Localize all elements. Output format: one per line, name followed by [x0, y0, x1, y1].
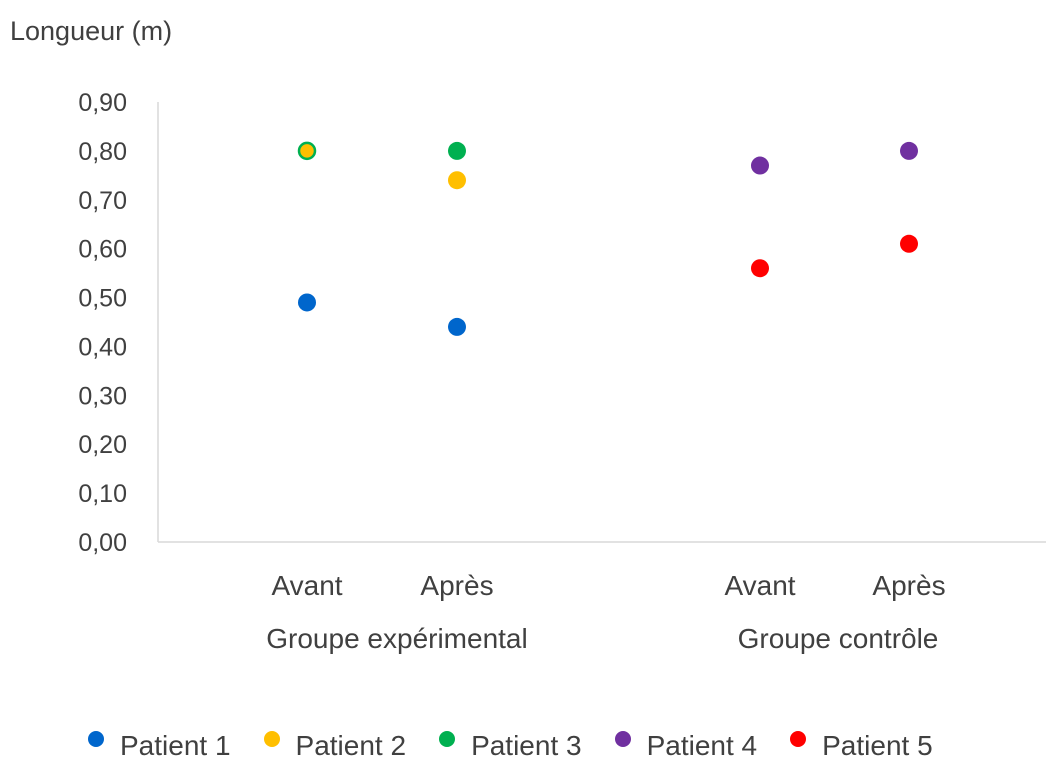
data-point [751, 259, 769, 278]
legend: Patient 1 Patient 2 Patient 3 Patient 4 Pati… [88, 730, 933, 762]
x-category-label: Avant [271, 570, 342, 601]
y-tick-label: 0,80 [78, 138, 127, 166]
y-tick-label: 0,10 [78, 480, 127, 508]
legend-label: Patient 1 [120, 730, 231, 761]
legend-label: Patient 3 [471, 730, 582, 761]
legend-item: Patient 2 [263, 730, 407, 762]
y-tick-label: 0,90 [78, 89, 127, 117]
legend-marker [88, 731, 104, 747]
data-point [900, 141, 918, 160]
legend-item: Patient 1 [88, 730, 231, 762]
y-axis-title: Longueur (m) [10, 16, 173, 46]
legend-label: Patient 4 [646, 730, 758, 761]
legend-item: Patient 5 [790, 730, 933, 762]
y-tick-label: 0,30 [78, 382, 127, 410]
y-tick-label: 0,50 [78, 285, 127, 313]
data-points [297, 141, 918, 336]
y-tick-label: 0,70 [78, 187, 127, 215]
legend-marker [614, 731, 631, 747]
y-tick-label: 0,00 [78, 529, 127, 557]
axes [157, 102, 1046, 543]
y-tick-label: 0,20 [78, 431, 127, 459]
data-point [751, 156, 769, 175]
legend-label: Patient 5 [822, 730, 933, 761]
legend-marker [790, 731, 807, 747]
legend-marker [439, 731, 456, 747]
data-point [900, 234, 918, 253]
x-category-label: Après [872, 570, 945, 601]
y-tick-label: 0,40 [78, 333, 127, 361]
scatter-chart: 0,00 0,10 0,20 0,30 0,40 0,50 0,60 0,70 0,80 0,90… [78, 89, 1046, 654]
legend-item: Patient 3 [439, 730, 582, 762]
legend-marker [263, 731, 280, 747]
x-group-label: Groupe contrôle [738, 623, 939, 654]
legend-label: Patient 2 [295, 730, 407, 761]
legend-item: Patient 4 [614, 730, 758, 762]
data-point [448, 317, 466, 336]
x-category-label: Après [420, 570, 493, 601]
y-tick-labels: 0,00 0,10 0,20 0,30 0,40 0,50 0,60 0,70 0,80 0,90 [78, 89, 127, 557]
data-point [298, 293, 316, 312]
x-group-label: Groupe expérimental [266, 623, 527, 654]
data-point [297, 141, 317, 161]
x-category-label: Avant [724, 570, 795, 601]
data-point [448, 171, 466, 190]
y-tick-label: 0,60 [78, 236, 127, 264]
x-category-labels: Avant Après Avant Après Groupe expérimental G… [266, 570, 945, 654]
data-point [448, 141, 466, 160]
